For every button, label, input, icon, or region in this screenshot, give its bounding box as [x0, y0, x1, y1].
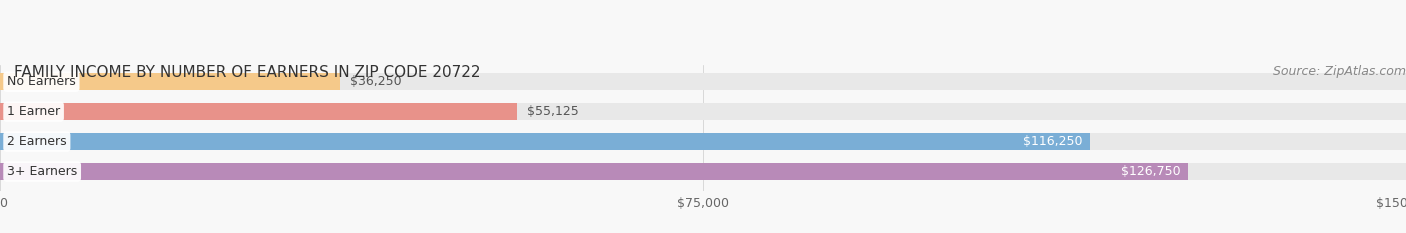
Text: Source: ZipAtlas.com: Source: ZipAtlas.com	[1272, 65, 1406, 78]
Text: No Earners: No Earners	[7, 75, 76, 88]
Text: $55,125: $55,125	[526, 105, 578, 118]
Text: 3+ Earners: 3+ Earners	[7, 165, 77, 178]
Text: $116,250: $116,250	[1024, 135, 1083, 148]
Bar	[0, 163, 1188, 180]
Text: $36,250: $36,250	[350, 75, 401, 88]
Bar	[0, 73, 1406, 90]
Bar	[0, 133, 1406, 150]
Bar	[0, 103, 517, 120]
Text: 2 Earners: 2 Earners	[7, 135, 66, 148]
Text: $126,750: $126,750	[1122, 165, 1181, 178]
Bar	[0, 103, 1406, 120]
Bar	[0, 133, 1090, 150]
Bar	[0, 163, 1406, 180]
Text: 1 Earner: 1 Earner	[7, 105, 60, 118]
Text: FAMILY INCOME BY NUMBER OF EARNERS IN ZIP CODE 20722: FAMILY INCOME BY NUMBER OF EARNERS IN ZI…	[14, 65, 481, 80]
Bar	[0, 73, 340, 90]
